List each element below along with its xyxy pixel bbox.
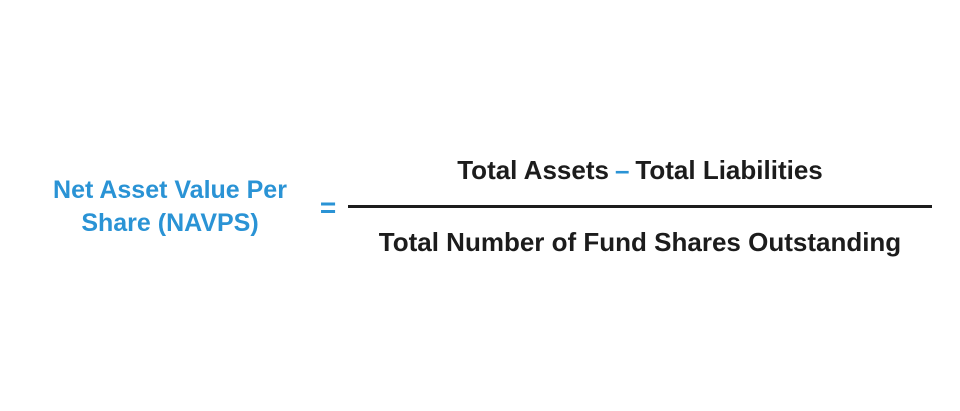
numerator: Total Assets – Total Liabilities: [348, 152, 932, 188]
numerator-term-liabilities: Total Liabilities: [635, 155, 823, 185]
fraction-bar: [348, 205, 932, 208]
lhs-line-2: Share (NAVPS): [81, 209, 259, 237]
fraction: Total Assets – Total Liabilities Total Num…: [348, 148, 932, 268]
formula-lhs: Net Asset Value Per Share (NAVPS): [20, 174, 320, 240]
denominator: Total Number of Fund Shares Outstanding: [378, 227, 902, 257]
minus-operator: –: [614, 155, 630, 185]
numerator-term-assets: Total Assets: [457, 155, 609, 185]
equals-sign: =: [319, 192, 337, 223]
lhs-line-1: Net Asset Value Per: [53, 176, 287, 204]
